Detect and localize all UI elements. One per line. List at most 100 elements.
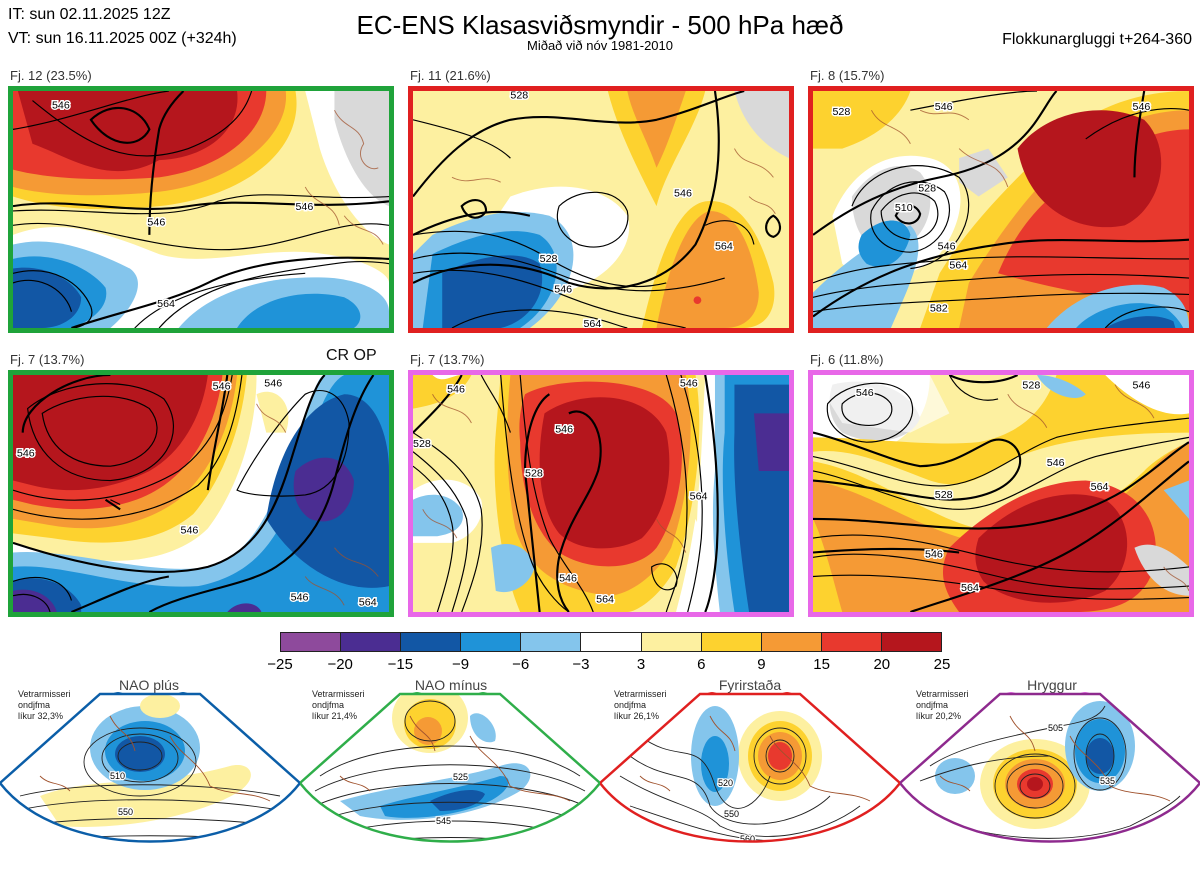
contour-label: 582 — [930, 303, 948, 315]
colorbar-swatch — [521, 633, 582, 651]
contour-label: 510 — [110, 771, 125, 781]
contour-label: 528 — [540, 253, 558, 265]
colorbar-tick-label: 15 — [813, 656, 830, 673]
colorbar-tick-label: −20 — [327, 656, 353, 673]
contour-label: 564 — [961, 582, 979, 594]
regime-map-ridge[interactable]: 505 535 560 — [900, 676, 1200, 871]
cluster-label: Fj. 8 (15.7%) — [810, 68, 885, 83]
cluster-label: Fj. 12 (23.5%) — [10, 68, 92, 83]
colorbar-tick-label: −15 — [387, 656, 414, 673]
cluster-label: Fj. 7 (13.7%) — [10, 352, 85, 367]
contour-label: 528 — [525, 468, 543, 480]
contour-label: 510 — [895, 202, 913, 214]
regime-title-nao-plus: NAO plús — [119, 677, 179, 693]
contour-label: 546 — [447, 383, 465, 395]
regime-title-ridge: Hryggur — [1027, 677, 1077, 693]
contour-label: 546 — [554, 284, 572, 296]
colorbar — [280, 632, 942, 652]
contour-label: 564 — [583, 318, 601, 328]
contour-label: 564 — [1091, 481, 1109, 493]
regime-caption: Vetrarmisseri ondjfma líkur 26,1% — [614, 689, 667, 721]
regime-map-nao-minus[interactable]: 525 545 565 — [300, 676, 600, 871]
contour-label: 505 — [1048, 723, 1063, 733]
control-run-marker: CR OP — [326, 347, 377, 364]
colorbar-swatch — [641, 633, 702, 651]
contour-label: 546 — [935, 101, 953, 113]
colorbar-swatch — [461, 633, 522, 651]
contour-label: 546 — [147, 216, 165, 228]
colorbar-tick-label: 25 — [933, 656, 951, 673]
colorbar-tick-label: 20 — [873, 656, 891, 673]
colorbar-swatch — [581, 633, 642, 651]
contour-label: 546 — [938, 240, 956, 252]
contour-label: 546 — [674, 188, 692, 200]
contour-label: 528 — [918, 183, 936, 195]
contour-label: 535 — [1100, 776, 1115, 786]
contour-label: 528 — [832, 106, 850, 118]
contour-label: 546 — [925, 548, 943, 560]
contour-label: 520 — [718, 778, 733, 788]
contour-label: 546 — [295, 201, 313, 213]
cluster-map-6[interactable]: 528 546 528 546 546 564 564 546 — [808, 370, 1194, 617]
cluster-map-3[interactable]: 528 546 510 528 546 564 582 546 — [808, 86, 1194, 333]
cluster-map-1[interactable]: 546 546 546 564 — [8, 86, 394, 333]
regime-caption: Vetrarmisseri ondjfma líkur 21,4% — [312, 689, 365, 721]
clustering-window-label: Flokkunargluggi t+264-360 — [1002, 31, 1192, 48]
colorbar-swatch — [701, 633, 762, 651]
contour-label: 546 — [1133, 101, 1151, 113]
contour-label: 528 — [1022, 380, 1040, 392]
contour-label: 546 — [213, 380, 231, 392]
contour-label: 550 — [118, 807, 133, 817]
cluster-label: Fj. 11 (21.6%) — [410, 68, 491, 83]
page-title: EC-ENS Klasasviðsmyndir - 500 hPa hæð — [356, 10, 844, 40]
contour-label: 564 — [596, 593, 614, 605]
contour-label: 550 — [724, 809, 739, 819]
page-subtitle: Miðað við nóv 1981-2010 — [527, 38, 673, 53]
contour-label: 528 — [935, 489, 953, 501]
regime-caption: Vetrarmisseri ondjfma líkur 32,3% — [18, 689, 71, 721]
contour-label: 564 — [157, 298, 175, 310]
contour-label: 528 — [413, 438, 431, 450]
colorbar-swatch — [761, 633, 822, 651]
cluster-map-2[interactable]: 528 528 546 564 546 564 — [408, 86, 794, 333]
contour-label: 545 — [436, 816, 451, 826]
colorbar-tick-label: 6 — [697, 656, 706, 673]
contour-label: 564 — [715, 240, 733, 252]
contour-label: 546 — [264, 378, 282, 390]
regime-title-blocking: Fyrirstaða — [718, 677, 782, 693]
contour-label: 560 — [740, 834, 755, 844]
colorbar-tick-label: −6 — [512, 656, 530, 673]
contour-label: 564 — [690, 491, 708, 503]
regime-map-nao-plus[interactable]: 510 550 — [0, 676, 300, 871]
contour-label: 565 — [448, 851, 463, 861]
colorbar-swatch — [881, 633, 942, 651]
contour-label: 525 — [453, 772, 468, 782]
colorbar-tick-label: −3 — [572, 656, 590, 673]
contour-label: 546 — [856, 387, 874, 399]
contour-label: 546 — [1047, 457, 1065, 469]
contour-label: 546 — [181, 524, 199, 536]
colorbar-swatch — [281, 633, 342, 651]
colorbar-tick-label: −25 — [267, 656, 293, 673]
contour-label: 546 — [1133, 380, 1151, 392]
cluster-label: Fj. 7 (13.7%) — [410, 352, 485, 367]
colorbar-tick-label: −9 — [451, 656, 470, 673]
contour-label: 564 — [949, 260, 967, 272]
contour-label: 546 — [555, 424, 573, 436]
colorbar-swatch — [341, 633, 402, 651]
colorbar-swatch — [401, 633, 462, 651]
cluster-map-4[interactable]: 546 546 546 546 546 564 — [8, 370, 394, 617]
regime-map-blocking[interactable]: 520 550 560 — [600, 676, 900, 871]
contour-label: 546 — [559, 572, 577, 584]
regime-caption: Vetrarmisseri ondjfma líkur 20,2% — [916, 689, 969, 721]
contour-label: 546 — [291, 592, 309, 604]
contour-label: 546 — [17, 448, 35, 460]
regime-title-nao-minus: NAO mínus — [414, 677, 488, 693]
colorbar-swatch — [821, 633, 882, 651]
contour-label: 546 — [680, 378, 698, 390]
contour-label: 546 — [52, 99, 70, 111]
cluster-map-5[interactable]: 546 528 528 546 546 546 564 564 — [408, 370, 794, 617]
colorbar-tick-label: 3 — [636, 656, 646, 673]
contour-label: 564 — [359, 596, 377, 608]
colorbar-tick-label: 9 — [757, 656, 766, 673]
